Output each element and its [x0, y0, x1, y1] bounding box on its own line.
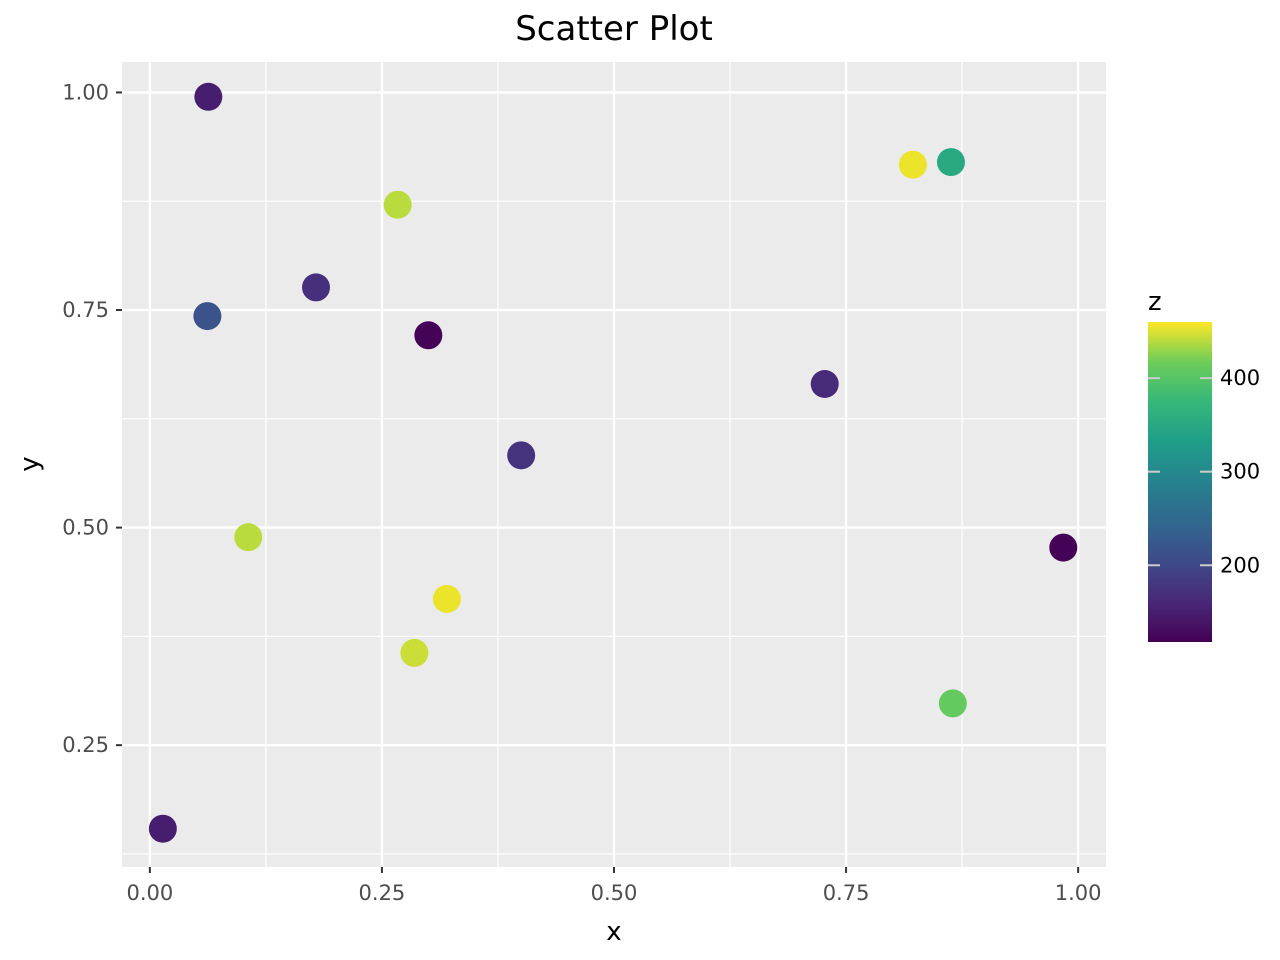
x-tick-label: 0.50 — [591, 881, 638, 905]
colorbar-tick-label: 200 — [1220, 553, 1260, 577]
scatter-point — [302, 273, 331, 302]
y-tick-label: 0.50 — [62, 516, 109, 540]
y-tick-label: 0.25 — [62, 733, 109, 757]
y-tick-label: 1.00 — [62, 80, 109, 104]
colorbar-title: z — [1148, 287, 1162, 317]
x-axis: 0.00 0.25 0.50 0.75 1.00 — [126, 867, 1102, 905]
chart-title: Scatter Plot — [515, 9, 713, 49]
scatter-point — [810, 370, 839, 398]
x-axis-title: x — [606, 917, 621, 947]
scatter-point — [938, 689, 967, 718]
scatter-point — [432, 584, 461, 613]
x-tick-label: 0.75 — [823, 881, 870, 905]
y-axis: 0.25 0.50 0.75 1.00 — [62, 80, 122, 757]
x-tick-label: 0.00 — [126, 881, 173, 905]
colorbar-tick-label: 300 — [1220, 460, 1260, 484]
scatter-point — [148, 814, 177, 843]
scatter-point — [507, 441, 536, 470]
grid-lines — [122, 62, 1106, 867]
colorbar-gradient — [1148, 322, 1212, 642]
x-tick-label: 1.00 — [1055, 881, 1102, 905]
y-axis-title: y — [15, 456, 45, 471]
scatter-point — [936, 148, 965, 177]
scatter-point — [234, 523, 263, 552]
x-tick-label: 0.25 — [359, 881, 406, 905]
scatter-point — [400, 638, 429, 667]
scatter-point — [193, 302, 222, 331]
scatter-point — [898, 150, 927, 179]
scatter-point — [194, 82, 223, 111]
scatter-point — [1049, 533, 1078, 562]
scatter-point — [414, 321, 443, 350]
data-points — [148, 82, 1078, 843]
colorbar-ticks: 200 300 400 — [1148, 366, 1260, 577]
colorbar-legend: z 200 300 400 — [1148, 287, 1260, 642]
scatter-point — [383, 190, 412, 219]
colorbar-tick-label: 400 — [1220, 366, 1260, 390]
y-tick-label: 0.75 — [62, 298, 109, 322]
